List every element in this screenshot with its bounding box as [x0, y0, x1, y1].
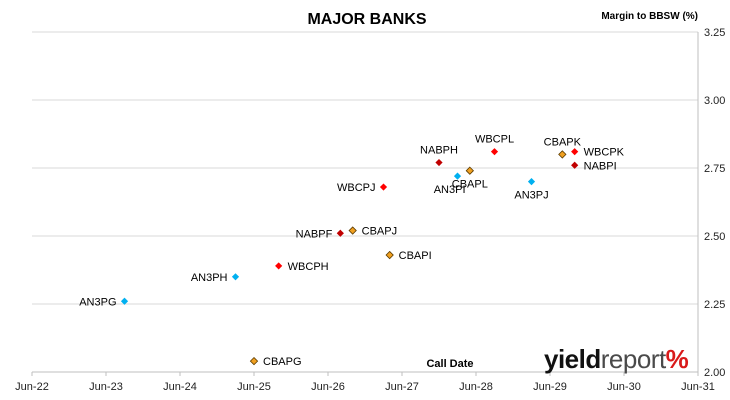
gridlines [32, 31, 698, 373]
point-label-an3pi: AN3PI [434, 184, 466, 196]
point-an3pi [453, 172, 462, 180]
point-label-nabpf: NABPF [296, 228, 333, 240]
x-axis-label: Call Date [426, 358, 473, 370]
point-cbapk [558, 150, 567, 159]
point-nabpi [571, 161, 579, 169]
tick-labels: 2.00 2.25 2.50 2.75 3.00 3.25 Jun-22 Jun-23 Jun-… [15, 27, 725, 393]
point-cbapl [465, 166, 474, 175]
x-tick-label: Jun-27 [385, 381, 419, 393]
x-tick-label: Jun-29 [533, 381, 567, 393]
axes [31, 32, 699, 376]
point-label-cbapg: CBAPG [263, 356, 302, 368]
y-tick-label: 2.00 [704, 367, 725, 379]
point-nabph [435, 158, 443, 167]
chart-title: MAJOR BANKS [307, 11, 426, 28]
point-label-wbcpj: WBCPJ [337, 182, 376, 194]
point-cbapi [385, 250, 394, 260]
y-axis-label: Margin to BBSW (%) [601, 11, 698, 22]
point-nabpf [336, 229, 344, 237]
point-label-cbapi: CBAPI [399, 250, 432, 262]
point-label-an3pj: AN3PJ [514, 190, 548, 202]
point-wbcpl [490, 148, 499, 156]
x-tick-label: Jun-23 [89, 381, 123, 393]
y-tick-label: 2.50 [704, 231, 725, 243]
logo-text-report: report [600, 344, 666, 374]
point-label-wbcpk: WBCPK [584, 147, 625, 159]
point-wbcpj [379, 183, 388, 191]
point-label-cbapk: CBAPK [544, 136, 582, 148]
y-tick-label: 3.00 [704, 95, 725, 107]
x-tick-label: Jun-26 [311, 381, 345, 393]
logo-text-yield: yield [544, 344, 601, 374]
point-an3pg [120, 297, 129, 305]
point-label-an3pg: AN3PG [79, 296, 116, 308]
x-tick-label: Jun-25 [237, 381, 271, 393]
point-label-wbcph: WBCPH [288, 261, 329, 273]
x-tick-label: Jun-24 [163, 381, 197, 393]
x-tick-label: Jun-30 [607, 381, 641, 393]
y-tick-label: 2.25 [704, 299, 725, 311]
point-wbcpk [571, 148, 579, 156]
point-an3ph [231, 273, 240, 281]
yieldreport-logo: yieldreport% [544, 344, 689, 375]
point-label-wbcpl: WBCPL [475, 134, 514, 146]
point-label-cbapl: CBAPL [452, 179, 488, 191]
logo-percent-icon: % [665, 344, 689, 374]
point-label-cbapj: CBAPJ [362, 226, 397, 238]
y-tick-label: 2.75 [704, 163, 725, 175]
x-tick-label: Jun-31 [681, 381, 715, 393]
x-tick-label: Jun-22 [15, 381, 49, 393]
point-label-nabph: NABPH [420, 145, 458, 157]
point-cbapj [348, 226, 357, 235]
point-label-an3ph: AN3PH [191, 272, 228, 284]
y-tick-label: 3.25 [704, 27, 725, 39]
x-tick-label: Jun-28 [459, 381, 493, 393]
point-label-nabpi: NABPI [584, 160, 617, 172]
point-cbapg [249, 356, 259, 366]
point-an3pj [527, 178, 536, 186]
point-wbcph [275, 262, 283, 270]
